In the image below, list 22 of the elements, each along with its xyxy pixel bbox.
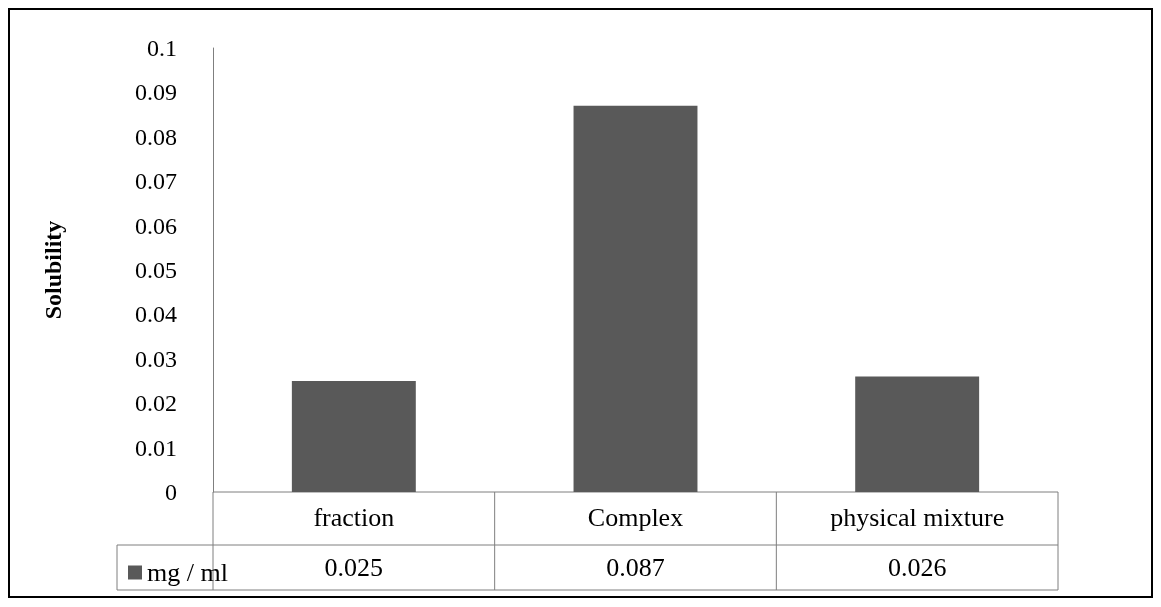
- y-tick-label: 0.06: [135, 212, 177, 239]
- x-tick-label: Complex: [587, 502, 684, 532]
- y-tick-label: 0.09: [135, 79, 177, 106]
- data-label: 0.026: [887, 553, 947, 582]
- x-tick-label: physical mixture: [830, 502, 1005, 532]
- y-tick-label: 0.05: [135, 257, 177, 283]
- y-tick-label: 0.04: [135, 301, 177, 328]
- bar: [291, 381, 416, 492]
- x-tick-label: fraction: [313, 502, 395, 532]
- legend-label: mg / ml: [147, 558, 228, 587]
- y-tick-label: 0.03: [135, 345, 177, 372]
- y-tick-label: 0: [165, 479, 177, 505]
- bar: [573, 105, 698, 492]
- y-tick-label: 0.1: [147, 35, 177, 61]
- bar: [855, 376, 980, 492]
- y-tick-label: 0.08: [135, 123, 177, 150]
- y-tick-label: 0.01: [135, 434, 177, 461]
- data-label: 0.087: [606, 553, 665, 582]
- data-label: 0.025: [324, 553, 384, 582]
- y-axis-title: Solubility: [40, 220, 66, 320]
- y-tick-label: 0.02: [135, 390, 177, 417]
- y-tick-label: 0.07: [135, 168, 177, 195]
